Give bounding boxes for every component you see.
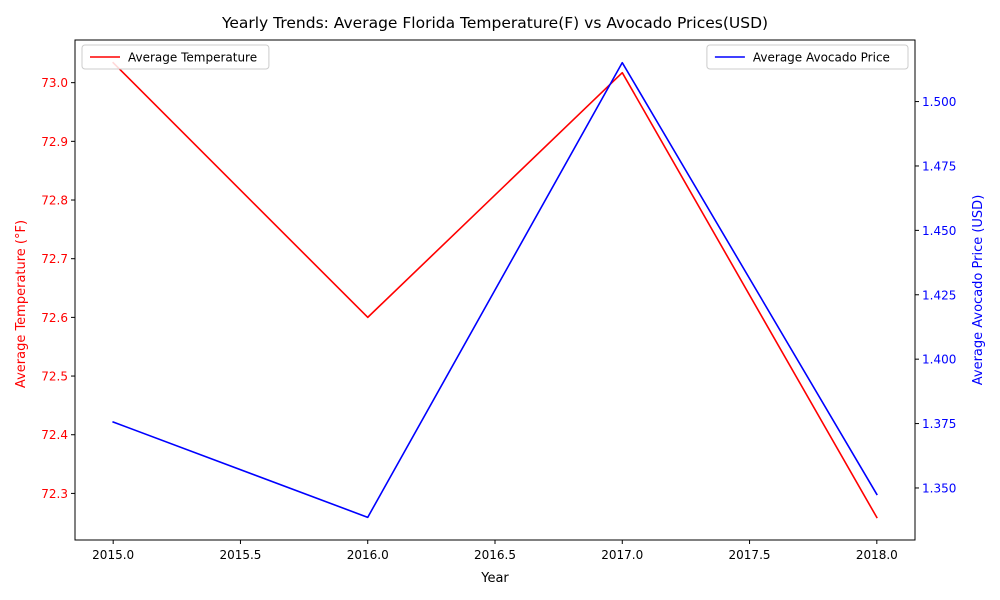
left-y-axis-label: Average Temperature (°F) [14, 220, 29, 388]
plot-area: 2015.0 2015.5 2016.0 2016.5 2017.0 2017.5 2018… [41, 39, 956, 562]
left-y-tick-label: 72.5 [41, 370, 68, 384]
right-y-tick-label: 1.450 [922, 224, 956, 238]
x-tick-label: 2017.0 [601, 548, 643, 562]
right-y-tick-label: 1.500 [922, 95, 956, 109]
left-y-tick-label: 72.4 [41, 428, 68, 442]
legend-box [81, 44, 270, 70]
x-tick-label: 2016.0 [347, 548, 389, 562]
legend-temperature: Average Temperature [81, 44, 270, 70]
legend-label: Average Temperature [128, 51, 257, 65]
x-axis-label: Year [480, 571, 509, 586]
x-tick-label: 2018.0 [856, 548, 898, 562]
legend-box [706, 44, 909, 70]
right-y-tick-label: 1.425 [922, 288, 956, 302]
right-y-tick-label: 1.375 [922, 417, 956, 431]
series-line-2 [112, 61, 878, 519]
left-y-tick-label: 72.7 [41, 252, 68, 266]
left-y-tick-label: 73.0 [41, 76, 68, 90]
right-y-tick-label: 1.400 [922, 353, 956, 367]
x-tick-label: 2015.5 [219, 548, 261, 562]
left-y-tick-label: 72.6 [41, 311, 68, 325]
right-y-tick-label: 1.475 [922, 159, 956, 173]
left-y-tick-label: 72.8 [41, 194, 68, 208]
chart-title: Yearly Trends: Average Florida Temperatu… [221, 14, 768, 32]
x-tick-label: 2017.5 [729, 548, 771, 562]
x-tick-label: 2015.0 [92, 548, 134, 562]
legend-avocado-price: Average Avocado Price [706, 44, 909, 70]
series-line-1 [112, 61, 878, 519]
x-tick-label: 2016.5 [474, 548, 516, 562]
legend-label: Average Avocado Price [753, 51, 890, 65]
left-y-tick-label: 72.3 [41, 487, 68, 501]
right-y-axis-label: Average Avocado Price (USD) [971, 195, 986, 386]
right-y-tick-label: 1.350 [922, 481, 956, 495]
left-y-tick-label: 72.9 [41, 135, 68, 149]
